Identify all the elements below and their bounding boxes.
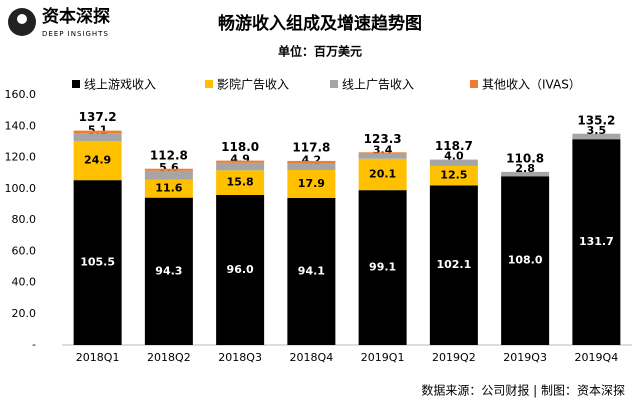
legend-swatch xyxy=(205,80,213,88)
y-tick-label: 160.0 xyxy=(5,88,37,101)
data-label: 3.5 xyxy=(587,124,607,137)
legend-swatch xyxy=(330,80,338,88)
data-label: 4.2 xyxy=(302,153,322,166)
bar-segment xyxy=(287,197,336,345)
x-tick-label: 2018Q1 xyxy=(76,351,120,364)
data-label: 17.9 xyxy=(298,177,325,190)
bar-segment xyxy=(287,160,336,164)
bar-segment xyxy=(73,141,122,181)
data-label: 20.1 xyxy=(369,167,396,180)
data-label: 94.3 xyxy=(155,264,182,277)
legend-swatch xyxy=(470,80,478,88)
data-label: 99.1 xyxy=(369,261,396,274)
y-tick-label: 120.0 xyxy=(5,151,37,164)
bar-segment xyxy=(216,195,265,345)
logo-subtext: DEEP INSIGHTS xyxy=(42,30,109,38)
bar-segment xyxy=(572,133,621,140)
bar-segment xyxy=(358,190,407,345)
bar-segment xyxy=(572,139,621,345)
total-label: 118.0 xyxy=(221,140,259,154)
bar-segment xyxy=(429,165,478,186)
x-tick-label: 2019Q3 xyxy=(503,351,547,364)
data-label: 15.8 xyxy=(227,176,254,189)
total-label: 110.8 xyxy=(506,151,544,165)
data-label: 4.0 xyxy=(444,150,464,163)
bar-segment xyxy=(216,162,265,171)
data-label: 2.8 xyxy=(515,162,535,175)
data-label: 96.0 xyxy=(227,263,254,276)
y-tick-label: 100.0 xyxy=(5,182,37,195)
bar-segment xyxy=(358,152,407,154)
data-label: 12.5 xyxy=(440,169,467,182)
data-label: 94.1 xyxy=(298,264,325,277)
source: 数据来源：公司财报 | 制图：资本深探 xyxy=(421,383,625,398)
data-label: 131.7 xyxy=(579,235,614,248)
data-label: 24.9 xyxy=(84,154,111,167)
x-tick-label: 2019Q1 xyxy=(361,351,405,364)
total-label: 112.8 xyxy=(150,148,188,162)
y-tick-label: 60.0 xyxy=(12,244,37,257)
logo-text: 资本深探 xyxy=(42,6,110,27)
bar-segment xyxy=(358,153,407,159)
bar-segment xyxy=(501,176,550,345)
bar-segment xyxy=(144,170,193,180)
bar-segment xyxy=(144,179,193,198)
data-label: 108.0 xyxy=(508,254,543,267)
y-tick-label: 40.0 xyxy=(12,276,37,289)
total-label: 117.8 xyxy=(292,140,330,154)
x-tick-label: 2018Q4 xyxy=(290,351,334,364)
total-label: 118.7 xyxy=(435,139,473,153)
x-tick-label: 2019Q2 xyxy=(432,351,476,364)
total-label: 135.2 xyxy=(577,113,615,127)
y-tick-label: - xyxy=(32,338,36,351)
bar-segment xyxy=(429,185,478,345)
data-label: 5.6 xyxy=(159,161,179,174)
legend-label: 其他收入（IVAS） xyxy=(482,78,581,92)
legend-label: 线上游戏收入 xyxy=(84,78,156,92)
legend-label: 线上广告收入 xyxy=(342,78,414,92)
data-label: 102.1 xyxy=(436,258,471,271)
bar-segment xyxy=(287,163,336,170)
bar-segment xyxy=(73,133,122,142)
bar-segment xyxy=(144,168,193,171)
chart-title: 畅游收入组成及增速趋势图 xyxy=(218,13,422,34)
total-label: 137.2 xyxy=(79,110,117,124)
bar-segment xyxy=(144,197,193,345)
bar-segment xyxy=(216,160,265,163)
bar-segment xyxy=(216,170,265,195)
bar-segment xyxy=(287,170,336,198)
chart-subtitle: 单位：百万美元 xyxy=(278,44,362,59)
y-tick-label: 80.0 xyxy=(12,213,37,226)
legend-swatch xyxy=(72,80,80,88)
y-tick-label: 140.0 xyxy=(5,119,37,132)
data-label: 105.5 xyxy=(80,256,115,269)
x-tick-label: 2018Q2 xyxy=(147,351,191,364)
data-label: 5.1 xyxy=(88,123,108,136)
legend-label: 影院广告收入 xyxy=(217,78,289,92)
bar-segment xyxy=(73,180,122,345)
bar-segment xyxy=(501,171,550,177)
logo-icon-inner xyxy=(17,14,27,24)
bar-segment xyxy=(358,158,407,191)
bar-segment xyxy=(73,130,122,134)
data-label: 4.9 xyxy=(230,153,250,166)
x-tick-label: 2018Q3 xyxy=(218,351,262,364)
bar-segment xyxy=(429,159,478,166)
data-label: 11.6 xyxy=(155,182,182,195)
x-tick-label: 2019Q4 xyxy=(575,351,619,364)
y-tick-label: 20.0 xyxy=(12,307,37,320)
total-label: 123.3 xyxy=(364,132,402,146)
